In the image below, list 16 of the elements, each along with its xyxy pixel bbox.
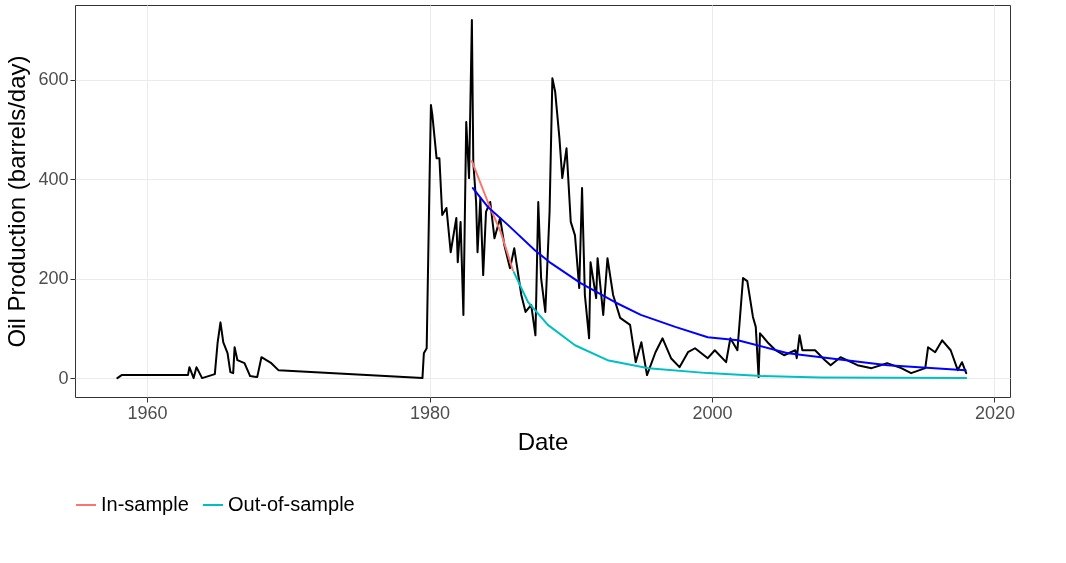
x-tick-label: 1960 bbox=[127, 402, 168, 423]
line-series bbox=[471, 187, 967, 372]
y-tick-label: 400 bbox=[38, 168, 69, 189]
legend-label: In-sample bbox=[101, 493, 189, 515]
line-series bbox=[512, 271, 968, 380]
line-series bbox=[470, 160, 514, 272]
y-tick-label: 200 bbox=[38, 268, 69, 289]
y-tick-label: 600 bbox=[38, 69, 69, 90]
x-tick-label: 2020 bbox=[974, 402, 1015, 423]
x-axis-title: Date bbox=[517, 427, 569, 455]
y-tick-label: 0 bbox=[58, 367, 69, 388]
line-series bbox=[116, 18, 968, 380]
legend-label: Out-of-sample bbox=[228, 493, 355, 515]
y-axis-title: Oil Production (barrels/day) bbox=[3, 55, 31, 348]
x-tick-label: 1980 bbox=[409, 402, 451, 423]
x-tick-label: 2000 bbox=[692, 402, 733, 423]
